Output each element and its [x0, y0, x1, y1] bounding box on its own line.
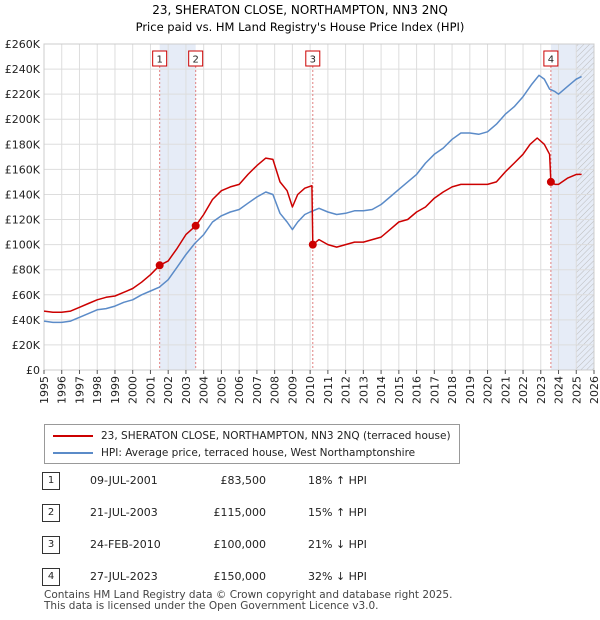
x-tick-label: 2020	[482, 376, 495, 404]
x-tick-label: 2025	[570, 376, 583, 404]
sale-date: 21-JUL-2003	[90, 506, 158, 519]
legend-label-hpi: HPI: Average price, terraced house, West…	[101, 447, 416, 459]
y-tick-label: £120K	[5, 214, 41, 227]
sale-point	[155, 261, 164, 270]
y-tick-label: £140K	[5, 188, 41, 201]
x-tick-label: 2022	[517, 376, 530, 404]
x-tick-label: 1995	[38, 376, 51, 404]
footer-licence: This data is licensed under the Open Gov…	[44, 600, 379, 612]
legend-swatch-hpi	[53, 452, 93, 454]
x-tick-label: 2021	[499, 376, 512, 404]
y-tick-label: £0	[26, 364, 40, 377]
y-tick-label: £260K	[5, 38, 41, 51]
x-tick-label: 2007	[251, 376, 264, 404]
x-tick-label: 2017	[428, 376, 441, 404]
forecast-hatch	[576, 44, 594, 370]
sale-date: 27-JUL-2023	[90, 570, 158, 583]
legend-swatch-property	[53, 435, 93, 437]
x-tick-label: 2008	[269, 376, 282, 404]
legend-item-property: 23, SHERATON CLOSE, NORTHAMPTON, NN3 2NQ…	[53, 428, 451, 444]
sale-hpi-comparison: 18% ↑ HPI	[308, 474, 367, 487]
x-tick-label: 2026	[588, 376, 600, 404]
y-tick-label: £20K	[12, 339, 41, 352]
y-tick-label: £80K	[12, 264, 41, 277]
sale-marker-label: 2	[193, 55, 199, 66]
x-tick-label: 2014	[375, 376, 388, 404]
x-tick-label: 2018	[446, 376, 459, 404]
x-tick-label: 2002	[162, 376, 175, 404]
sale-number-badge: 4	[42, 568, 60, 586]
x-tick-label: 2013	[357, 376, 370, 404]
sale-point	[546, 177, 555, 186]
sale-price: £150,000	[213, 570, 267, 583]
x-tick-label: 2010	[304, 376, 317, 404]
sale-marker-box	[152, 50, 168, 67]
y-tick-label: £200K	[5, 113, 41, 126]
chart-subtitle: Price paid vs. HM Land Registry's House …	[136, 20, 465, 34]
sale-number-badge: 3	[42, 536, 60, 554]
x-tick-label: 2011	[322, 376, 335, 404]
plot-background	[44, 44, 594, 370]
sale-point	[308, 240, 317, 249]
x-tick-label: 1997	[73, 376, 86, 404]
x-tick-label: 1999	[109, 376, 122, 404]
sale-hpi-comparison: 15% ↑ HPI	[308, 506, 367, 519]
sale-marker-label: 1	[156, 55, 162, 66]
sale-row: 3 24-FEB-2010 £100,000 21% ↓ HPI	[40, 536, 440, 556]
x-tick-label: 2019	[464, 376, 477, 404]
sale-hpi-comparison: 32% ↓ HPI	[308, 570, 367, 583]
x-tick-label: 2009	[286, 376, 299, 404]
y-tick-label: £220K	[5, 88, 41, 101]
sale-row: 2 21-JUL-2003 £115,000 15% ↑ HPI	[40, 504, 440, 524]
x-tick-label: 2004	[198, 376, 211, 404]
x-tick-label: 2024	[553, 376, 566, 404]
sale-marker-box	[305, 50, 321, 67]
hpi-line	[44, 74, 582, 324]
sale-marker-label: 4	[548, 55, 554, 66]
y-tick-label: £40K	[12, 314, 41, 327]
sale-number-badge: 1	[42, 472, 60, 490]
sale-hpi-comparison: 21% ↓ HPI	[308, 538, 367, 551]
x-tick-label: 2023	[535, 376, 548, 404]
sale-date: 09-JUL-2001	[90, 474, 158, 487]
sale-point	[191, 221, 200, 230]
sale-row: 4 27-JUL-2023 £150,000 32% ↓ HPI	[40, 568, 440, 588]
x-tick-label: 2001	[144, 376, 157, 404]
sale-marker-box	[543, 50, 559, 67]
chart-title: 23, SHERATON CLOSE, NORTHAMPTON, NN3 2NQ	[152, 3, 448, 17]
x-tick-label: 1996	[56, 376, 69, 404]
footer-attribution: Contains HM Land Registry data © Crown c…	[44, 590, 452, 612]
sale-price: £83,500	[220, 474, 267, 487]
x-tick-label: 2012	[340, 376, 353, 404]
shaded-period	[159, 44, 196, 370]
y-tick-label: £100K	[5, 239, 41, 252]
chart-legend: 23, SHERATON CLOSE, NORTHAMPTON, NN3 2NQ…	[44, 424, 460, 464]
y-tick-label: £60K	[12, 289, 41, 302]
x-tick-label: 2003	[180, 376, 193, 404]
y-tick-label: £180K	[5, 138, 41, 151]
legend-label-property: 23, SHERATON CLOSE, NORTHAMPTON, NN3 2NQ…	[101, 430, 451, 442]
sale-marker-box	[188, 50, 204, 67]
legend-item-hpi: HPI: Average price, terraced house, West…	[53, 445, 415, 461]
x-tick-label: 2000	[127, 376, 140, 404]
y-tick-label: £240K	[5, 63, 41, 76]
price-chart: 23, SHERATON CLOSE, NORTHAMPTON, NN3 2NQ…	[5, 3, 600, 404]
plot-border	[43, 43, 595, 371]
x-tick-label: 1998	[91, 376, 104, 404]
x-tick-label: 2016	[411, 376, 424, 404]
plot-area: £0 £20K £40K £60K £80K £100K £120K £140K £160K £1…	[5, 38, 600, 404]
sale-number-badge: 2	[42, 504, 60, 522]
x-tick-label: 2015	[393, 376, 406, 404]
x-tick-label: 2006	[233, 376, 246, 404]
sale-row: 1 09-JUL-2001 £83,500 18% ↑ HPI	[40, 472, 440, 492]
sale-price: £100,000	[213, 538, 267, 551]
y-tick-label: £160K	[5, 163, 41, 176]
sale-date: 24-FEB-2010	[90, 538, 161, 551]
x-tick-label: 2005	[215, 376, 228, 404]
sale-marker-label: 3	[310, 55, 316, 66]
footer-copyright: Contains HM Land Registry data © Crown c…	[44, 589, 453, 601]
sale-price: £115,000	[213, 506, 267, 519]
